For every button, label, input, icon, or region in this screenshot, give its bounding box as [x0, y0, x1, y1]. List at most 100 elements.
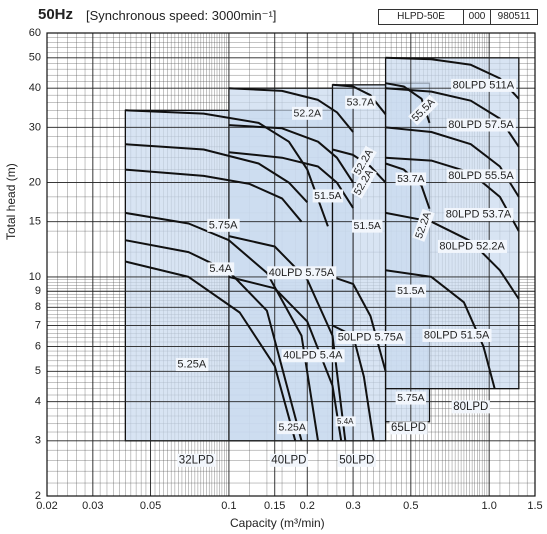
region-label-bg — [269, 453, 308, 467]
y-tick-label: 8 — [35, 301, 41, 313]
curve-label: 80LPD 53.7A — [446, 209, 512, 221]
region-label: 32LPD — [179, 454, 214, 466]
curve-label: 50LPD 5.75A — [338, 332, 404, 344]
y-tick-label: 10 — [29, 271, 41, 283]
y-tick-label: 9 — [35, 285, 41, 297]
annotation-label: 51.5A — [314, 190, 341, 202]
curve-label-bg — [446, 118, 516, 132]
curve-label-bg — [437, 239, 508, 253]
curve-50LPD-5.4A — [332, 324, 375, 441]
curve-label-bg — [446, 169, 516, 183]
curve-32LPD-top — [125, 109, 329, 227]
annotation-label: 51.5A — [354, 220, 381, 232]
annotation-label-bg — [395, 172, 427, 186]
model-code-a: 000 — [463, 9, 491, 25]
curve-label-bg — [444, 208, 514, 222]
curve-label-bg — [281, 349, 345, 363]
region-50LPD — [331, 84, 387, 442]
x-tick-label: 0.05 — [140, 500, 161, 512]
curve-40LPD-top — [228, 87, 354, 133]
model-code-b: 980511 — [490, 9, 538, 25]
curve-label-bg — [267, 266, 337, 280]
curve-label: 5.75A — [209, 219, 238, 231]
frequency-label: 50Hz — [38, 6, 74, 23]
annotation-label: 5.75A — [397, 392, 424, 404]
region-label: 65LPD — [391, 422, 426, 434]
annotation-label-bg — [350, 145, 377, 179]
region-label-bg — [337, 453, 376, 467]
curve-label: 5.4A — [209, 263, 232, 275]
y-tick-label: 15 — [29, 216, 41, 228]
annotation-label: 5.4A — [337, 417, 354, 426]
x-tick-label: 0.2 — [300, 500, 315, 512]
curve-40LPD-5.4A — [228, 275, 343, 441]
region-label: 40LPD — [271, 454, 306, 466]
y-tick-label: 2 — [35, 490, 41, 502]
curve-32LPD-low — [125, 168, 303, 223]
x-tick-label: 0.1 — [221, 500, 236, 512]
curve-40LPD-5.75A — [228, 235, 347, 441]
region-label-bg — [451, 400, 490, 414]
annotation-label: 51.5A — [397, 285, 424, 297]
curve-32LPD-mid — [125, 143, 309, 203]
curve-80LPD-51.5A — [385, 269, 496, 389]
plot-frame — [46, 32, 536, 497]
curve-label-bg — [207, 218, 240, 232]
y-tick-label: 3 — [35, 435, 41, 447]
y-tick-label: 4 — [35, 396, 41, 408]
annotation-label-bg — [395, 391, 427, 405]
x-axis-label: Capacity (m³/min) — [230, 516, 325, 530]
curve-label: 80LPD 57.5A — [448, 119, 514, 131]
y-tick-label: 20 — [29, 176, 41, 188]
region-label-bg — [177, 453, 216, 467]
curve-label: 80LPD 51.5A — [424, 329, 490, 341]
annotation-label-bg — [350, 166, 377, 199]
annotation-label-bg — [276, 421, 308, 435]
curve-label-bg — [175, 358, 209, 372]
curve-label-bg — [336, 331, 406, 345]
annotation-label: 53.7A — [397, 173, 424, 185]
x-tick-label: 1.0 — [482, 500, 497, 512]
curve-label-bg — [207, 262, 235, 276]
curve-50LPD-top — [332, 83, 387, 116]
curve-label: 80LPD 52.2A — [439, 240, 505, 252]
curve-40LPD-mid — [228, 124, 354, 184]
region-label: 50LPD — [339, 454, 374, 466]
x-tick-label: 0.03 — [82, 500, 103, 512]
annotation-label-bg — [352, 219, 383, 233]
y-tick-label: 60 — [29, 27, 41, 39]
axis-tick-labels: 0.02 0.03 0.05 0.1 0.15 0.2 0.3 0.5 1.0 1.5 2 3 4 5 6 7… — [29, 27, 543, 512]
annotation-label-bg — [335, 416, 356, 427]
synchronous-speed-label: [Synchronous speed: 3000min⁻¹] — [86, 8, 277, 23]
annotation-label-bg — [345, 95, 376, 109]
x-tick-label: 1.5 — [527, 500, 542, 512]
annotation-label-bg — [412, 208, 435, 242]
annotation-label-bg — [408, 94, 439, 126]
annotation-label: 52.2A — [294, 107, 321, 119]
annotation-label-bg — [312, 189, 344, 203]
y-axis-label: Total head (m) — [4, 163, 18, 240]
curve-label: 80LPD 55.5A — [448, 170, 514, 182]
y-tick-label: 7 — [35, 319, 41, 331]
curve-label-bg — [451, 78, 517, 92]
y-tick-label: 50 — [29, 52, 41, 64]
region-label: 80LPD — [453, 401, 488, 413]
x-tick-label: 0.15 — [264, 500, 285, 512]
x-tick-label: 0.5 — [403, 500, 418, 512]
curve-label-bg — [422, 328, 492, 342]
curve-label: 40LPD 5.4A — [283, 350, 343, 362]
model-code: HLPD-50E — [378, 9, 464, 25]
x-tick-label: 0.3 — [345, 500, 360, 512]
y-tick-label: 5 — [35, 365, 41, 377]
pump-regions — [124, 57, 520, 442]
x-tick-label: 0.02 — [36, 500, 57, 512]
region-label-bg — [389, 421, 428, 435]
annotation-label: 53.7A — [347, 96, 374, 108]
y-tick-label: 6 — [35, 340, 41, 352]
y-tick-label: 30 — [29, 121, 41, 133]
curve-label: 5.25A — [177, 359, 206, 371]
annotation-label-bg — [395, 284, 427, 298]
annotation-label: 5.25A — [278, 422, 305, 434]
curve-label: 40LPD 5.75A — [269, 267, 335, 279]
